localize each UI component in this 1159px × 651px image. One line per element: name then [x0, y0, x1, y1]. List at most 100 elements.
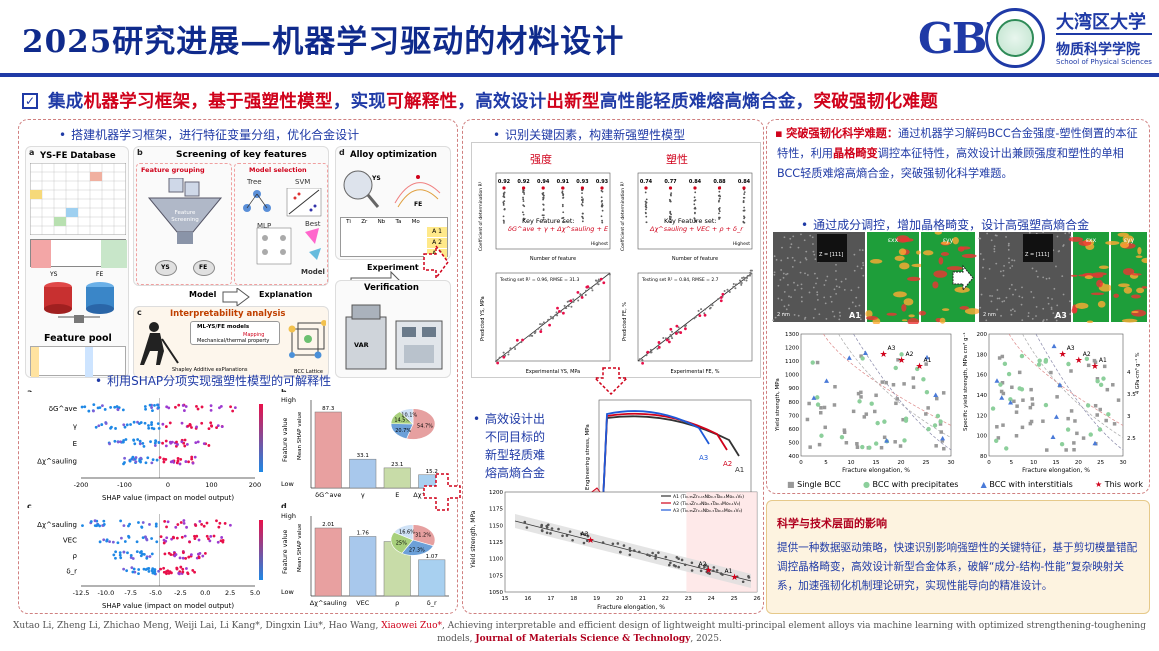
feature-grouping-label: Feature grouping — [141, 166, 205, 174]
shap-point — [161, 422, 165, 426]
iso-line — [823, 333, 952, 426]
candidate-point — [719, 572, 723, 575]
x-axis-label: Fracture elongation, % — [1022, 467, 1090, 474]
legend-marker-icon: ● — [863, 479, 873, 489]
lattice-dot — [852, 313, 855, 316]
strain-blob — [1118, 283, 1130, 288]
lattice-dot — [853, 269, 856, 272]
r2-point — [582, 198, 584, 201]
lattice-dot — [1062, 244, 1065, 246]
candidate-point — [586, 539, 589, 543]
strain-blob — [940, 252, 950, 256]
scale-bar-label: 2 nm — [983, 312, 996, 318]
lattice-dot — [787, 304, 790, 307]
single-bcc-point — [817, 442, 822, 447]
x-tick-label: 20 — [898, 460, 905, 466]
r2-point — [581, 199, 584, 202]
interstitial-point — [862, 350, 868, 356]
ml-models-label: ML-YS/FE models — [197, 324, 250, 330]
train-point — [746, 274, 749, 277]
single-bcc-point — [896, 358, 900, 362]
single-bcc-point — [1064, 448, 1068, 452]
lattice-dot — [800, 287, 803, 290]
train-point — [577, 299, 580, 302]
shap-point — [181, 570, 185, 574]
lattice-dot — [786, 272, 789, 275]
shap-point — [163, 519, 167, 523]
lattice-dot — [1027, 315, 1030, 318]
key-feature-formula: δG^ave + γ + Δχ^sauling + E — [508, 225, 609, 233]
candidate-point — [616, 542, 620, 545]
y-tick-label: 1000 — [785, 373, 799, 379]
shap-point — [123, 425, 127, 429]
shap-point — [104, 422, 108, 425]
shap-point — [122, 550, 126, 554]
r2-point — [743, 206, 745, 209]
shap-beeswarm-strength: δG^ave γ E Δχ^sauling -200 -100 0 100 200 SHAP va… — [25, 392, 273, 504]
r2-point — [742, 196, 745, 199]
stress-strain-curve — [602, 410, 710, 503]
plot-frame — [495, 172, 611, 250]
lattice-dot — [989, 294, 991, 297]
candidate-point — [675, 556, 679, 559]
lattice-dot — [1011, 259, 1013, 262]
design-bullet-text: 高效设计出 不同目标的 新型轻质难 熔高熵合金 — [485, 410, 545, 482]
lattice-dot — [1042, 276, 1045, 279]
shap-point — [122, 423, 126, 427]
lattice-dot — [980, 293, 983, 296]
shap-point — [138, 459, 142, 463]
fft-inset — [1023, 234, 1053, 262]
lattice-dot — [782, 276, 785, 279]
x-tick-label: 24 — [708, 596, 715, 602]
test-point — [602, 281, 606, 285]
strain-blob — [939, 317, 946, 324]
precipitate-point — [1036, 362, 1042, 367]
candidate-point — [690, 561, 694, 565]
impact-text: 提供一种数据驱动策略，快速识别影响强塑性的关键特征，基于剪切模量错配调控晶格畸变… — [777, 542, 1138, 592]
strength-label: 强度 — [530, 153, 552, 166]
subtitle-part: ，高效设计 — [457, 92, 547, 112]
shap-point — [200, 405, 204, 409]
single-bcc-point — [859, 354, 863, 358]
shap-point — [87, 409, 91, 413]
strain-blob — [1090, 292, 1105, 296]
candidate-point — [705, 570, 709, 574]
shap-point — [165, 572, 168, 576]
train-point — [748, 274, 751, 277]
pie-label: 20.7% — [395, 428, 411, 434]
candidate-point — [699, 569, 703, 573]
train-point — [677, 326, 680, 329]
feature-label: E — [73, 440, 77, 448]
single-bcc-point — [822, 405, 827, 410]
zone-axis-label: Z = [111] — [1025, 252, 1049, 258]
alloy-optimization-title: Alloy optimization — [350, 150, 437, 160]
shap-point — [193, 534, 196, 538]
candidate-point — [628, 553, 632, 557]
x-tick-label: 0 — [799, 460, 803, 466]
feature-label: Δχ^sauling — [37, 458, 77, 466]
train-point — [744, 277, 747, 280]
shap-beeswarm-ductility: Δχ^sauling VEC ρ δ_r -12.5 -10.0 -7.5 -5.0 -2.5 0… — [25, 508, 273, 612]
r2-point — [645, 201, 648, 204]
r2-point — [718, 218, 720, 220]
right-tick-label: 3 — [1127, 414, 1131, 420]
strain-blob — [916, 250, 921, 255]
precipitate-point — [902, 438, 907, 443]
shap-point — [209, 534, 213, 538]
lattice-dot — [855, 296, 858, 299]
shap-point — [136, 438, 140, 441]
shap-point — [188, 540, 192, 544]
train-point — [723, 290, 726, 293]
candidate-point — [622, 544, 626, 547]
lattice-dot — [773, 271, 776, 274]
x-axis-label: Experimental FE, % — [671, 369, 720, 375]
lattice-dot — [993, 248, 996, 250]
test-point — [674, 332, 678, 335]
feature-pool-table — [30, 346, 126, 377]
shap-point — [165, 570, 168, 573]
shap-point — [210, 424, 214, 428]
fe-cloud-label: FE — [199, 264, 208, 271]
r2-point — [502, 204, 505, 206]
r2-point — [693, 217, 696, 220]
strain-component-label: εyy — [1124, 237, 1135, 244]
